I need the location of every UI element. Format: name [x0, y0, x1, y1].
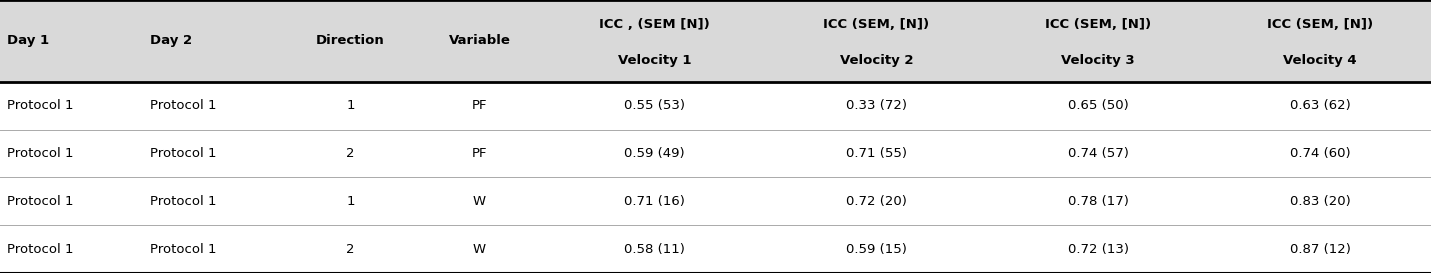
Text: 0.72 (20): 0.72 (20): [846, 195, 907, 208]
Text: Direction: Direction: [316, 34, 385, 48]
Text: Protocol 1: Protocol 1: [7, 99, 73, 112]
Text: Protocol 1: Protocol 1: [150, 147, 216, 160]
Text: ICC (SEM, [N]): ICC (SEM, [N]): [823, 18, 930, 31]
Text: PF: PF: [472, 99, 487, 112]
Text: 0.71 (55): 0.71 (55): [846, 147, 907, 160]
Text: Day 1: Day 1: [7, 34, 49, 48]
Text: 0.59 (49): 0.59 (49): [624, 147, 685, 160]
Text: Variable: Variable: [448, 34, 511, 48]
Text: 0.71 (16): 0.71 (16): [624, 195, 685, 208]
Text: ICC (SEM, [N]): ICC (SEM, [N]): [1266, 18, 1374, 31]
Text: Velocity 3: Velocity 3: [1062, 54, 1135, 67]
Text: 0.65 (50): 0.65 (50): [1068, 99, 1129, 112]
Text: W: W: [472, 195, 487, 208]
Text: Protocol 1: Protocol 1: [150, 243, 216, 256]
Text: 0.74 (60): 0.74 (60): [1289, 147, 1351, 160]
Bar: [0, 0, 1431, 82]
Text: ICC , (SEM [N]): ICC , (SEM [N]): [600, 18, 710, 31]
Text: 0.83 (20): 0.83 (20): [1289, 195, 1351, 208]
Text: Protocol 1: Protocol 1: [150, 195, 216, 208]
Text: 2: 2: [346, 243, 355, 256]
Text: 0.87 (12): 0.87 (12): [1289, 243, 1351, 256]
Text: 0.33 (72): 0.33 (72): [846, 99, 907, 112]
Text: ICC (SEM, [N]): ICC (SEM, [N]): [1045, 18, 1152, 31]
Text: 0.74 (57): 0.74 (57): [1068, 147, 1129, 160]
Text: Velocity 4: Velocity 4: [1284, 54, 1357, 67]
Text: Protocol 1: Protocol 1: [7, 243, 73, 256]
Text: 2: 2: [346, 147, 355, 160]
Text: Protocol 1: Protocol 1: [7, 147, 73, 160]
Text: 1: 1: [346, 195, 355, 208]
Text: Protocol 1: Protocol 1: [150, 99, 216, 112]
Text: Velocity 2: Velocity 2: [840, 54, 913, 67]
Text: Protocol 1: Protocol 1: [7, 195, 73, 208]
Text: W: W: [472, 243, 487, 256]
Text: 0.55 (53): 0.55 (53): [624, 99, 685, 112]
Text: 1: 1: [346, 99, 355, 112]
Text: 0.72 (13): 0.72 (13): [1068, 243, 1129, 256]
Text: Velocity 1: Velocity 1: [618, 54, 691, 67]
Text: PF: PF: [472, 147, 487, 160]
Text: 0.59 (15): 0.59 (15): [846, 243, 907, 256]
Text: Day 2: Day 2: [150, 34, 192, 48]
Text: 0.63 (62): 0.63 (62): [1289, 99, 1351, 112]
Text: 0.78 (17): 0.78 (17): [1068, 195, 1129, 208]
Text: 0.58 (11): 0.58 (11): [624, 243, 685, 256]
